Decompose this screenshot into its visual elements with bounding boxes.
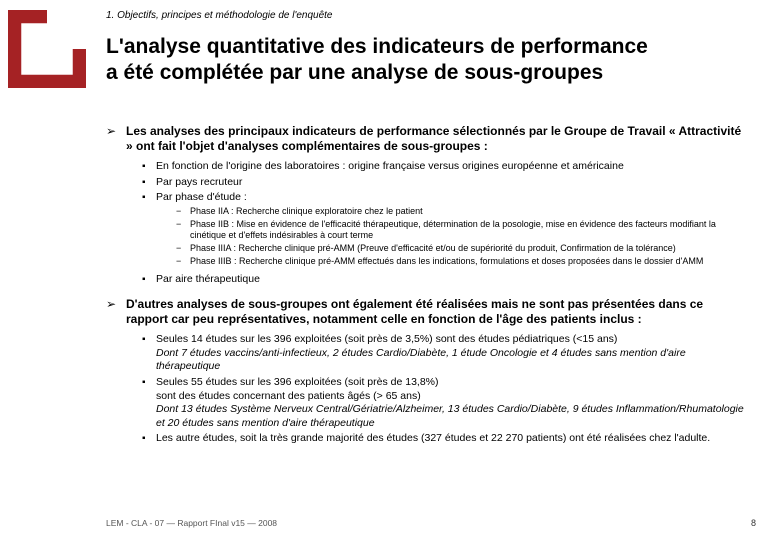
bullet-icon: ▪: [142, 273, 156, 287]
slide: 1. Objectifs, principes et méthodologie …: [0, 0, 780, 540]
bullet-text: Phase IIIB : Recherche clinique pré-AMM …: [190, 256, 703, 268]
text-plain: Seules 14 études sur les 396 exploitées …: [156, 333, 617, 345]
bullet-text: Phase IIA : Recherche clinique explorato…: [190, 206, 423, 218]
bullet-level-2: − Phase IIIA : Recherche clinique pré-AM…: [176, 243, 746, 255]
bullet-level-1: ▪ Par pays recruteur: [142, 176, 746, 190]
arrow-icon: ➢: [106, 124, 126, 154]
lead-item: ➢ Les analyses des principaux indicateur…: [106, 124, 746, 154]
bullet-text: Phase IIIA : Recherche clinique pré-AMM …: [190, 243, 676, 255]
bullet-level-2: − Phase IIA : Recherche clinique explora…: [176, 206, 746, 218]
bullet-icon: ▪: [142, 160, 156, 174]
arrow-icon: ➢: [106, 297, 126, 327]
dash-icon: −: [176, 219, 190, 242]
bullet-text: Par aire thérapeutique: [156, 273, 260, 287]
bullet-icon: ▪: [142, 191, 156, 205]
bullet-icon: ▪: [142, 432, 156, 446]
lead-text: D'autres analyses de sous-groupes ont ég…: [126, 297, 746, 327]
text-italic: Dont 7 études vaccins/anti-infectieux, 2…: [156, 347, 686, 373]
section-label: 1. Objectifs, principes et méthodologie …: [106, 10, 333, 21]
title-line-2: a été complétée par une analyse de sous-…: [106, 61, 603, 84]
bullet-text: Par pays recruteur: [156, 176, 242, 190]
bullet-level-1: ▪ Les autre études, soit la très grande …: [142, 432, 746, 446]
bullet-text: Par phase d'étude :: [156, 191, 247, 205]
bullet-level-1: ▪ Seules 14 études sur les 396 exploitée…: [142, 333, 746, 374]
dash-icon: −: [176, 256, 190, 268]
content: ➢ Les analyses des principaux indicateur…: [106, 124, 746, 446]
bullet-level-1: ▪ Par aire thérapeutique: [142, 273, 746, 287]
logo: [8, 10, 86, 88]
page-title: L'analyse quantitative des indicateurs d…: [106, 34, 736, 87]
bullet-icon: ▪: [142, 376, 156, 431]
bullet-icon: ▪: [142, 176, 156, 190]
bullet-icon: ▪: [142, 333, 156, 374]
dash-icon: −: [176, 243, 190, 255]
title-line-1: L'analyse quantitative des indicateurs d…: [106, 35, 648, 58]
page-number: 8: [751, 518, 756, 528]
logo-square-icon: [8, 10, 86, 88]
footer-left: LEM - CLA - 07 — Rapport FInal v15 — 200…: [106, 518, 277, 528]
bullet-level-2: − Phase IIB : Mise en évidence de l'effi…: [176, 219, 746, 242]
bullet-level-1: ▪ Par phase d'étude :: [142, 191, 746, 205]
bullet-level-1: ▪ En fonction de l'origine des laboratoi…: [142, 160, 746, 174]
bullet-level-2: − Phase IIIB : Recherche clinique pré-AM…: [176, 256, 746, 268]
lead-text: Les analyses des principaux indicateurs …: [126, 124, 746, 154]
bullet-text: Les autre études, soit la très grande ma…: [156, 432, 710, 446]
dash-icon: −: [176, 206, 190, 218]
bullet-text: Phase IIB : Mise en évidence de l'effica…: [190, 219, 746, 242]
bullet-text: En fonction de l'origine des laboratoire…: [156, 160, 624, 174]
bullet-level-1: ▪ Seules 55 études sur les 396 exploitée…: [142, 376, 746, 431]
bullet-text: Seules 14 études sur les 396 exploitées …: [156, 333, 746, 374]
text-italic: Dont 13 études Système Nerveux Central/G…: [156, 403, 744, 429]
text-plain: sont des études concernant des patients …: [156, 390, 421, 402]
lead-item: ➢ D'autres analyses de sous-groupes ont …: [106, 297, 746, 327]
text-plain: Seules 55 études sur les 396 exploitées …: [156, 376, 439, 388]
bullet-text: Seules 55 études sur les 396 exploitées …: [156, 376, 746, 431]
